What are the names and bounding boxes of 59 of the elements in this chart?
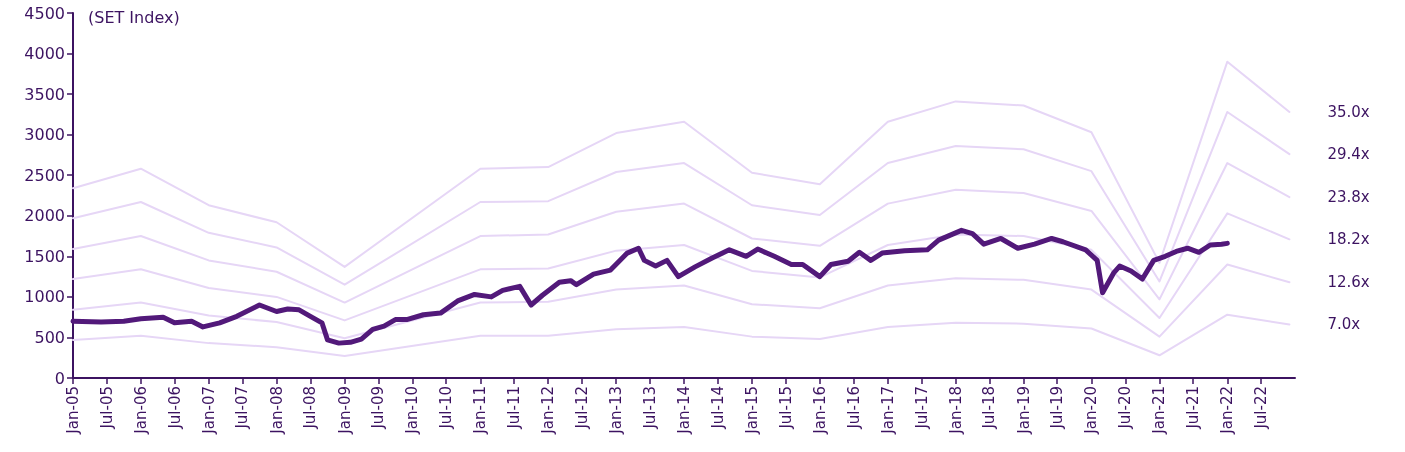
y-tick-label: 500: [34, 327, 65, 347]
line-series: [72, 212, 1291, 322]
text: 18.2x: [1327, 230, 1370, 249]
x-tick-label: Jan-21: [1150, 386, 1169, 435]
x-tick-label: Jul-06: [165, 386, 184, 430]
x-tick-label: Jan-10: [403, 386, 422, 435]
line-series: [72, 313, 1291, 358]
x-tick-label: Jul-21: [1184, 386, 1203, 430]
x-tick-label: Jan-20: [1082, 386, 1101, 435]
x-tick-label: Jul-14: [708, 386, 727, 430]
y-tick-label: 2000: [24, 206, 65, 226]
x-tick-label: Jul-11: [504, 386, 523, 430]
x-tick-label: Jul-09: [369, 386, 388, 430]
x-tick-label: Jan-11: [471, 386, 490, 435]
line-series: [72, 263, 1291, 340]
x-tick-label: Jan-14: [675, 386, 694, 435]
x-tick-label: Jan-09: [335, 386, 354, 435]
x-tick-label: Jan-18: [946, 386, 965, 435]
x-tick-label: Jul-10: [437, 386, 456, 430]
x-tick-label: Jul-07: [233, 386, 252, 430]
y-tick-label: 2500: [24, 165, 65, 185]
x-tick-label: Jan-08: [267, 386, 286, 435]
text: 23.8x: [1327, 188, 1370, 207]
x-tick-label: Jul-18: [980, 386, 999, 430]
x-tick-label: Jan-15: [742, 386, 761, 435]
line-series: [72, 60, 1291, 268]
text: 7.0x: [1327, 315, 1361, 334]
x-tick-label: Jan-16: [810, 386, 829, 435]
x-tick-label: Jan-19: [1014, 386, 1033, 435]
y-tick-label: 1000: [24, 287, 65, 307]
x-tick-label: Jul-13: [640, 386, 659, 430]
x-tick-label: Jan-17: [878, 386, 897, 435]
y-tick-label: 3500: [24, 84, 65, 104]
x-tick-label: Jul-19: [1048, 386, 1067, 430]
line-series: [72, 162, 1291, 304]
y-axis-title: (SET Index): [88, 7, 180, 27]
y-tick-label: 3000: [24, 125, 65, 145]
text: 12.6x: [1327, 273, 1370, 292]
x-tick-label: Jan-05: [64, 386, 82, 435]
x-tick-label: Jul-08: [301, 386, 320, 430]
y-tick-label: 4000: [24, 44, 65, 64]
x-tick-label: Jul-16: [844, 386, 863, 430]
x-tick-label: Jul-15: [776, 386, 795, 430]
x-tick-label: Jan-12: [539, 386, 558, 435]
y-tick-label: 0: [54, 368, 65, 388]
x-tick-label: Jan-22: [1218, 386, 1237, 435]
x-tick-label: Jul-20: [1116, 386, 1135, 430]
x-tick-label: Jan-13: [607, 386, 626, 435]
x-tick-label: Jul-17: [912, 386, 931, 430]
text: 29.4x: [1327, 145, 1370, 164]
x-tick-label: Jan-06: [131, 386, 150, 435]
x-tick-label: Jul-12: [573, 386, 592, 430]
text: 35.0x: [1327, 102, 1370, 121]
y-tick-label: 4500: [24, 3, 65, 23]
x-tick-label: Jan-07: [199, 386, 218, 435]
x-tick-label: Jul-22: [1251, 386, 1270, 430]
x-tick-label: Jul-05: [97, 386, 116, 430]
y-tick-label: 1500: [24, 246, 65, 266]
line-series: [72, 110, 1291, 286]
